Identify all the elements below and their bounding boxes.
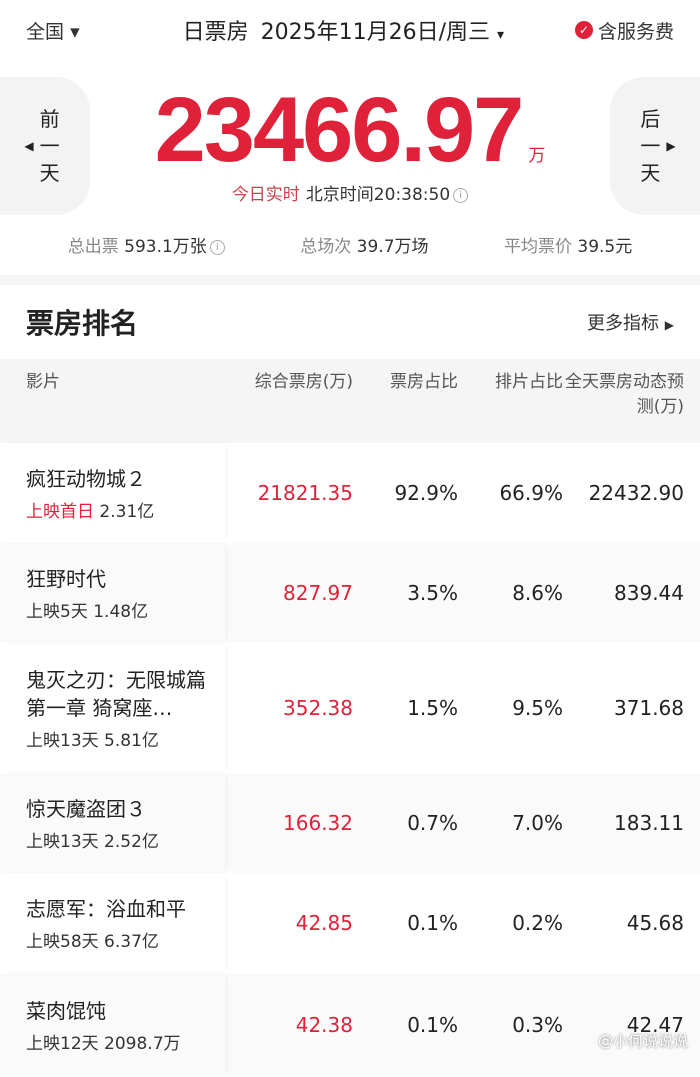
watermark: @小何说说说 <box>597 1032 688 1050</box>
table-row[interactable]: 惊天魔盗团３ 上映13天 2.52亿 166.32 0.7% 7.0% 183.1… <box>0 773 700 873</box>
release-info: 上映5天 1.48亿 <box>26 601 149 622</box>
stat-avg-price: 平均票价 39.5元 <box>503 237 633 257</box>
top-bar: 全国 ▾ 日票房 2025年11月26日/周三 ▾ ✓ 含服务费 <box>0 0 700 60</box>
schedule-share: 0.2% <box>512 911 563 935</box>
box-share: 0.7% <box>407 811 458 835</box>
schedule-share: 7.0% <box>512 811 563 835</box>
table-row[interactable]: 狂野时代上映5天 1.48亿 827.97 3.5% 8.6% 839.44 <box>0 543 700 643</box>
box-office: 42.38 <box>295 1013 353 1037</box>
movie-name: 狂野时代 <box>26 566 106 591</box>
region-selector[interactable]: 全国 ▾ <box>26 20 80 43</box>
stat-tickets: 总出票 593.1万张 i <box>68 232 225 257</box>
table-row[interactable]: 鬼灭之刃：无限城篇 第一章 猗窝座… 上映13天 5.81亿 352.38 1.5… <box>0 643 700 773</box>
stats-row: 总出票 593.1万张 i 总场次 39.7万场 平均票价 39.5元 <box>0 232 700 257</box>
box-office: 21821.35 <box>257 481 353 505</box>
box-office: 166.32 <box>283 811 353 835</box>
box-share: 92.9% <box>394 481 458 505</box>
schedule-share: 9.5% <box>512 696 563 720</box>
release-info: 上映首日 2.31亿 <box>26 501 155 522</box>
service-fee-toggle[interactable]: ✓ 含服务费 <box>574 17 674 44</box>
release-info: 上映12天 2098.7万 <box>26 1033 181 1054</box>
more-metrics-link[interactable]: 更多指标 ▶ <box>587 313 674 334</box>
forecast: 839.44 <box>614 581 684 605</box>
schedule-share: 66.9% <box>499 481 563 505</box>
caret-right-icon: ▶ <box>664 318 674 332</box>
schedule-share: 8.6% <box>512 581 563 605</box>
info-icon[interactable]: i <box>453 187 469 203</box>
arrow-left-icon: ◀ <box>24 138 34 153</box>
movie-name: 志愿军：浴血和平 <box>26 896 186 921</box>
summary-panel: 全国 ▾ 日票房 2025年11月26日/周三 ▾ ✓ 含服务费 ◀ 前一天 后一天 ▶… <box>0 0 700 275</box>
movie-name: 疯狂动物城２ <box>26 466 146 491</box>
realtime-line: 今日实时 北京时间20:38:50 i <box>0 180 700 205</box>
table-body: 疯狂动物城２ 上映首日 2.31亿 21821.35 92.9% 66.9% 22… <box>0 443 700 1077</box>
box-share: 3.5% <box>407 581 458 605</box>
forecast: 183.11 <box>614 811 684 835</box>
next-day-button[interactable]: 后一天 ▶ <box>610 77 700 215</box>
forecast: 45.68 <box>626 911 684 935</box>
movie-name: 惊天魔盗团３ <box>26 796 146 821</box>
release-info: 上映13天 5.81亿 <box>26 730 159 751</box>
box-office: 827.97 <box>283 581 353 605</box>
movie-name: 菜肉馄饨 <box>26 998 106 1023</box>
prev-day-button[interactable]: ◀ 前一天 <box>0 77 90 215</box>
table-row[interactable]: 菜肉馄饨上映12天 2098.7万 42.38 0.1% 0.3% 42.47 <box>0 973 700 1077</box>
section-title: 票房排名 <box>26 307 139 340</box>
arrow-right-icon: ▶ <box>666 138 676 153</box>
caret-down-icon: ▾ <box>496 27 505 43</box>
table-row[interactable]: 志愿军：浴血和平上映58天 6.37亿 42.85 0.1% 0.2% 45.6… <box>0 873 700 973</box>
movie-name: 鬼灭之刃：无限城篇 第一章 猗窝座… <box>26 667 206 720</box>
schedule-share: 0.3% <box>512 1013 563 1037</box>
date-selector[interactable]: 日票房 2025年11月26日/周三 ▾ <box>182 20 505 45</box>
stat-shows: 总场次 39.7万场 <box>300 237 429 257</box>
forecast: 42.47 <box>626 1013 684 1037</box>
box-share: 1.5% <box>407 696 458 720</box>
release-info: 上映58天 6.37亿 <box>26 931 159 952</box>
forecast: 371.68 <box>614 696 684 720</box>
total-box-office: 23466.97 万 <box>154 79 546 181</box>
check-icon: ✓ <box>574 21 593 39</box>
box-office: 42.85 <box>295 911 353 935</box>
box-share: 0.1% <box>407 1013 458 1037</box>
box-office: 352.38 <box>283 696 353 720</box>
caret-down-icon: ▾ <box>70 20 80 43</box>
forecast: 22432.90 <box>588 481 684 505</box>
ranking-panel: 票房排名 更多指标 ▶ 影片 综合票房(万) 票房占比 排片占比 全天票房动态预测… <box>0 285 700 1077</box>
table-row[interactable]: 疯狂动物城２ 上映首日 2.31亿 21821.35 92.9% 66.9% 22… <box>0 443 700 543</box>
info-icon[interactable]: i <box>209 239 225 255</box>
box-share: 0.1% <box>407 911 458 935</box>
table-header: 影片 综合票房(万) 票房占比 排片占比 全天票房动态预测(万) <box>0 359 700 443</box>
release-info: 上映13天 2.52亿 <box>26 831 159 852</box>
